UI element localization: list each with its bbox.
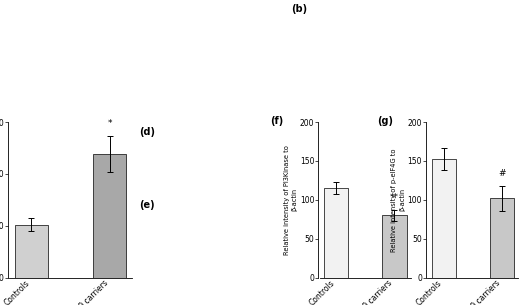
Bar [93, 154, 126, 278]
Text: (g): (g) [378, 116, 394, 126]
Bar [432, 159, 456, 278]
Bar [15, 225, 48, 278]
Text: (f): (f) [270, 116, 283, 126]
Y-axis label: Relative intensity of p-eIF4G to
β-actin: Relative intensity of p-eIF4G to β-actin [392, 148, 405, 252]
Text: (e): (e) [139, 200, 155, 210]
Text: (b): (b) [291, 5, 307, 14]
Text: #: # [498, 169, 506, 178]
Bar [324, 188, 348, 278]
Bar [382, 215, 407, 278]
Text: (d): (d) [139, 127, 155, 137]
Text: *: * [107, 119, 112, 128]
Y-axis label: Relative intensity of PI3Kinase to
β-actin: Relative intensity of PI3Kinase to β-act… [284, 145, 297, 255]
Text: (a): (a) [3, 5, 18, 14]
Bar [490, 198, 514, 278]
Text: **: ** [390, 193, 399, 202]
